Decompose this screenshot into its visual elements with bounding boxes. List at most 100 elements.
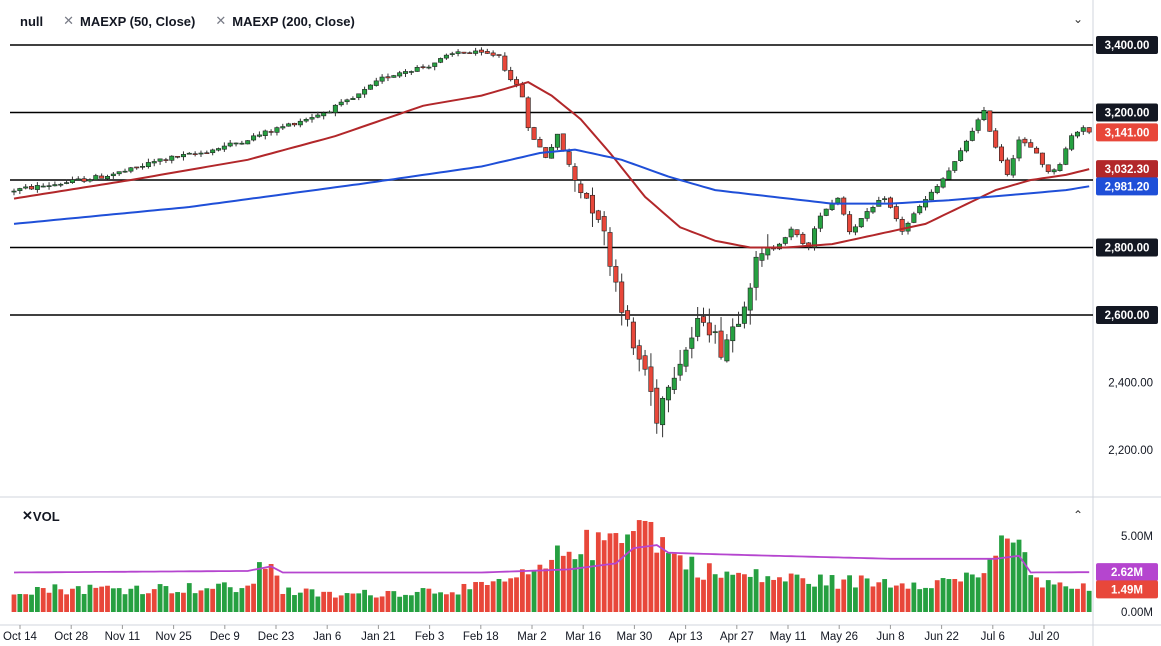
volume-bar [297,592,303,612]
volume-bar [590,560,595,612]
candle [17,188,23,192]
candle [1057,164,1063,171]
time-tick-label: Apr 13 [669,631,703,643]
volume-bar [683,569,689,612]
candle [999,146,1005,162]
candle [1051,169,1057,173]
remove-ma200-icon[interactable]: ✕ [215,13,227,28]
volume-bar [987,558,993,612]
volume-bar [946,579,952,612]
candle [1004,159,1010,175]
volume-bar [321,591,327,612]
price-tick-label: 3,200.00 [1108,108,1153,120]
volume-bar [648,521,654,612]
volume-bar [1063,586,1069,612]
volume-bar [1028,575,1034,612]
volume-bar [677,555,683,612]
candle [490,52,496,56]
candle [771,247,777,250]
volume-bar [870,586,876,612]
candle [455,51,461,54]
volume-bar [706,563,712,612]
remove-volume-icon[interactable]: ✕ [22,508,33,523]
candle [99,175,105,179]
volume-bar [479,581,484,612]
volume-bar [414,591,420,612]
indicator-ma200-label: MAEXP (200, Close) [232,13,355,29]
price-tick-label: 2,400.00 [1108,378,1153,390]
volume-bar [23,594,29,612]
candle [251,135,257,141]
chevron-down-icon[interactable]: ⌄ [1072,12,1083,26]
volume-bar [765,576,771,612]
volume-bar [952,578,958,612]
candle [765,247,771,256]
candle [467,52,473,54]
candle [508,70,514,81]
indicator-ma200[interactable]: ✕ MAEXP (200, Close) [215,13,355,29]
volume-bar [736,572,741,612]
candle [116,171,122,175]
candle [157,158,163,162]
candle [379,76,385,82]
candle [23,186,29,189]
volume-bar [29,594,34,612]
candle [531,127,537,140]
volume-bar [718,577,724,612]
volume-bar [87,584,93,612]
candle [11,190,17,193]
time-tick-label: Mar 16 [565,631,601,643]
price-badge-ma50-bg [1096,160,1158,179]
volume-bar [233,592,239,612]
candle [461,51,467,54]
volume-bar [940,578,946,612]
indicator-ma50[interactable]: ✕ MAEXP (50, Close) [63,13,195,29]
volume-bar [671,553,677,612]
price-legend: null ✕ MAEXP (50, Close) ✕ MAEXP (200, C… [0,6,355,36]
candle [128,167,134,172]
remove-ma50-icon[interactable]: ✕ [63,13,75,28]
candle [934,186,940,193]
volume-bar [385,590,391,612]
volume-bar [607,533,613,612]
volume-badge-vol_ma: 2.62M [1111,567,1143,579]
volume-bar [823,585,829,612]
volume-bar [636,520,642,612]
volume-bar [654,552,660,612]
volume-bar [40,588,46,612]
candle [695,318,701,337]
candle [1034,147,1040,154]
volume-bar [905,588,911,612]
price-badge-dark: 2,800.00 [1105,243,1150,255]
candle [887,197,893,208]
symbol-label[interactable]: null [20,13,44,29]
candle [256,134,262,137]
candle [373,80,379,86]
volume-bar [519,569,525,612]
volume-badge-last: 1.49M [1111,584,1143,596]
volume-bar [882,579,888,612]
candle [794,229,800,236]
candle [426,66,432,69]
price-badge-dark-bg [1096,36,1158,54]
volume-bar [58,589,64,612]
volume-bar [70,588,75,612]
volume-ma-line [13,544,1090,574]
candle [268,131,274,133]
volume-bar [268,564,274,612]
candle [402,71,408,74]
volume-bar [52,584,58,612]
candle [671,377,677,390]
candle [660,397,666,426]
volume-bar [338,595,344,612]
volume-bar [262,568,268,612]
candle [34,185,40,190]
volume-bar [257,562,262,612]
chevron-up-icon[interactable]: ⌃ [1072,508,1083,522]
price-badge-ma50: 3,032.30 [1105,164,1150,176]
time-tick-label: Oct 14 [3,631,37,643]
candle [823,208,829,216]
price-tick-label: 2,800.00 [1108,243,1153,255]
candle [473,50,479,54]
